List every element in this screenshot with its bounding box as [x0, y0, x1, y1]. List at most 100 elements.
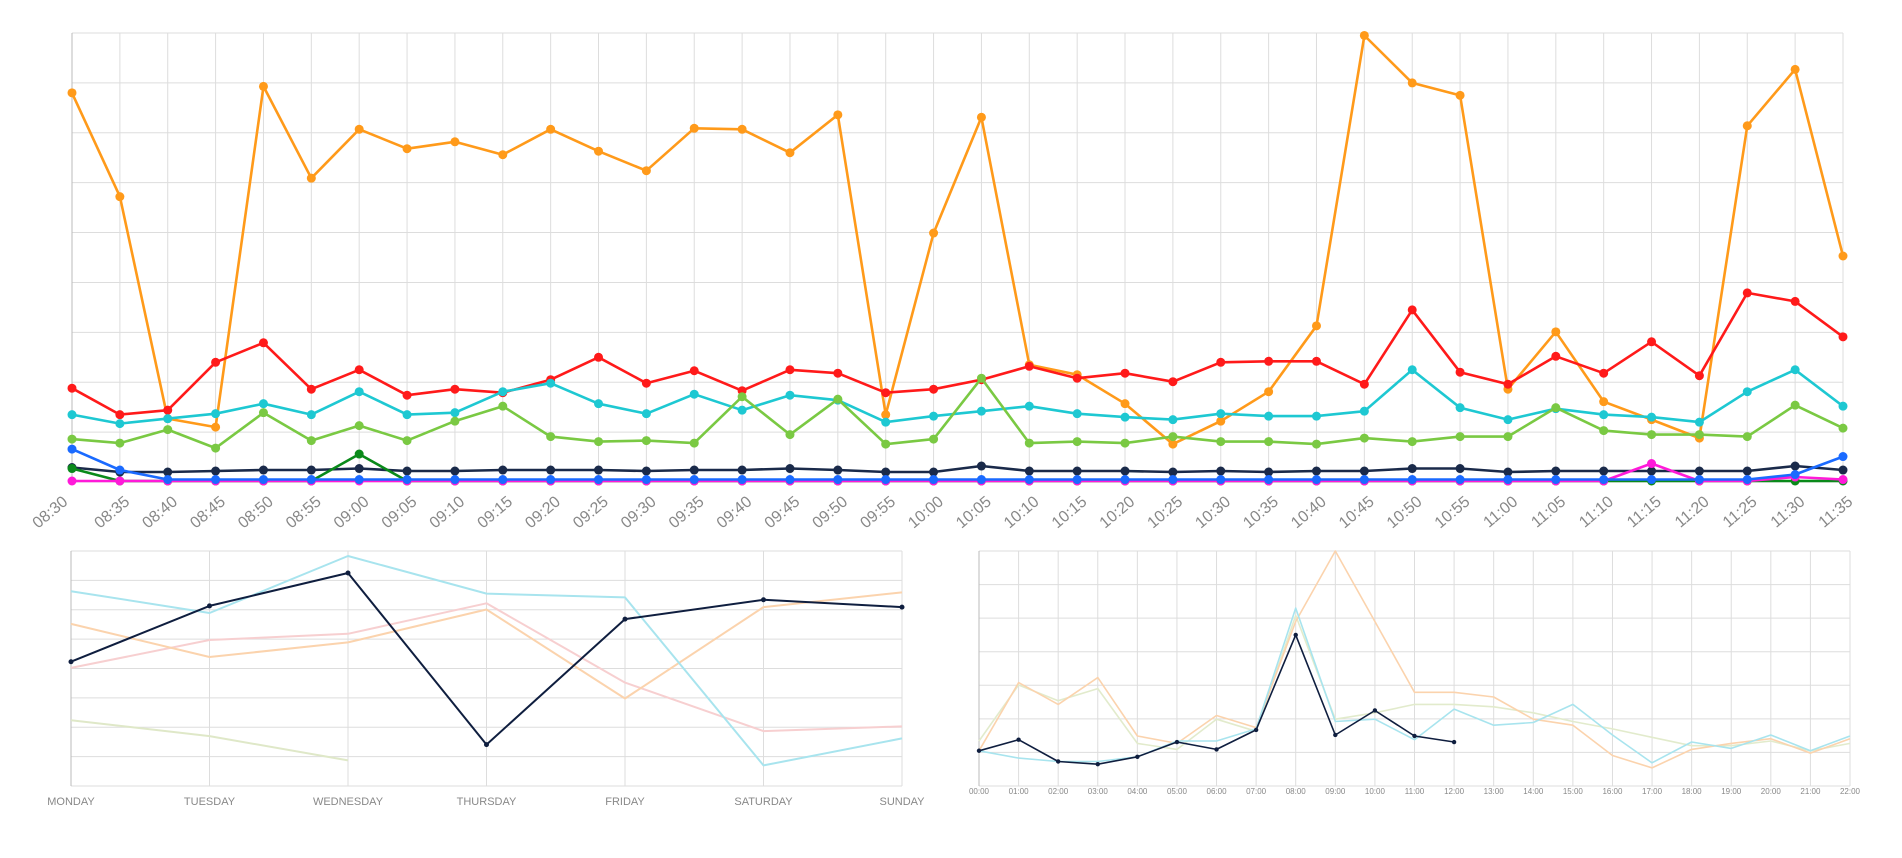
- point: [354, 475, 364, 485]
- point: [402, 466, 412, 476]
- point: [1264, 437, 1274, 447]
- point: [833, 368, 843, 378]
- point: [1412, 733, 1417, 739]
- point: [498, 150, 508, 160]
- point: [306, 410, 316, 420]
- point: [1451, 739, 1457, 745]
- x-tick-label: 20:00: [1761, 787, 1782, 796]
- point: [1055, 759, 1061, 764]
- point: [1359, 466, 1369, 476]
- point: [402, 410, 412, 420]
- x-tick-label: TUESDAY: [184, 796, 236, 808]
- point: [211, 466, 221, 476]
- point: [450, 384, 460, 394]
- x-tick-label: 08:40: [139, 493, 181, 532]
- point: [1311, 439, 1321, 449]
- point: [881, 417, 891, 427]
- point: [498, 475, 508, 485]
- point: [1168, 377, 1178, 387]
- x-tick-label: 10:00: [1365, 787, 1386, 796]
- point: [1072, 475, 1082, 485]
- point: [354, 124, 364, 134]
- point: [785, 365, 795, 375]
- point: [258, 475, 268, 485]
- point: [1168, 415, 1178, 425]
- point: [1790, 296, 1800, 306]
- point: [345, 570, 351, 576]
- point: [1790, 470, 1800, 480]
- x-tick-label: 08:35: [92, 493, 134, 532]
- point: [67, 476, 77, 486]
- point: [1168, 475, 1178, 485]
- point: [1647, 466, 1657, 476]
- point: [306, 173, 316, 183]
- point: [450, 137, 460, 147]
- point: [1503, 415, 1513, 425]
- x-tick-label: 06:00: [1207, 787, 1228, 796]
- x-tick-label: 11:05: [1528, 493, 1569, 531]
- point: [306, 475, 316, 485]
- point: [1647, 430, 1657, 440]
- point: [1293, 632, 1298, 638]
- point: [1168, 439, 1178, 449]
- x-tick-label: 11:30: [1768, 493, 1809, 531]
- point: [594, 146, 604, 156]
- x-tick-label: 10:20: [1097, 493, 1139, 532]
- point: [1407, 464, 1417, 474]
- point: [1135, 754, 1140, 759]
- point: [1455, 464, 1465, 474]
- point: [1742, 387, 1752, 397]
- series-line: [978, 550, 1851, 769]
- point: [498, 401, 508, 411]
- point: [976, 373, 986, 383]
- point: [689, 366, 699, 376]
- point: [1407, 437, 1417, 447]
- series-line: [70, 602, 903, 733]
- x-tick-label: 00:00: [969, 787, 990, 796]
- point: [354, 365, 364, 375]
- point: [1120, 399, 1130, 409]
- point: [929, 228, 939, 238]
- point: [833, 465, 843, 475]
- point: [450, 466, 460, 476]
- x-tick-label: 08:00: [1286, 787, 1307, 796]
- x-tick-label: 09:50: [810, 493, 852, 532]
- point: [1551, 475, 1561, 485]
- x-labels: MONDAY TUESDAY WEDNESDAY THURSDAY FRIDAY SATU…: [47, 796, 925, 808]
- point: [67, 410, 77, 420]
- point: [1024, 475, 1034, 485]
- point: [1168, 432, 1178, 442]
- point: [976, 112, 986, 122]
- point: [163, 414, 173, 424]
- point: [1095, 761, 1100, 767]
- x-tick-label: 09:25: [570, 493, 612, 532]
- point: [929, 411, 939, 421]
- point: [1838, 251, 1848, 261]
- point: [1216, 357, 1226, 367]
- point: [737, 405, 747, 415]
- point: [881, 475, 891, 485]
- x-tick-label: 09:35: [666, 493, 708, 532]
- point: [115, 419, 125, 429]
- x-tick-label: 10:55: [1432, 493, 1474, 532]
- point: [1359, 30, 1369, 40]
- point: [1455, 403, 1465, 413]
- point: [1694, 475, 1704, 485]
- point: [1311, 475, 1321, 485]
- point: [785, 475, 795, 485]
- point: [1359, 406, 1369, 416]
- point: [1838, 423, 1848, 433]
- x-tick-label: 11:20: [1672, 493, 1713, 531]
- point: [258, 399, 268, 409]
- point: [1742, 432, 1752, 442]
- point: [1016, 737, 1021, 742]
- point: [1742, 288, 1752, 298]
- x-tick-label: 09:40: [714, 493, 756, 532]
- point: [546, 475, 556, 485]
- x-tick-label: 09:15: [474, 493, 516, 532]
- point: [976, 461, 986, 471]
- series-line: [70, 591, 903, 700]
- x-tick-label: WEDNESDAY: [313, 796, 384, 808]
- point: [402, 390, 412, 400]
- x-tick-label: 10:05: [953, 493, 995, 532]
